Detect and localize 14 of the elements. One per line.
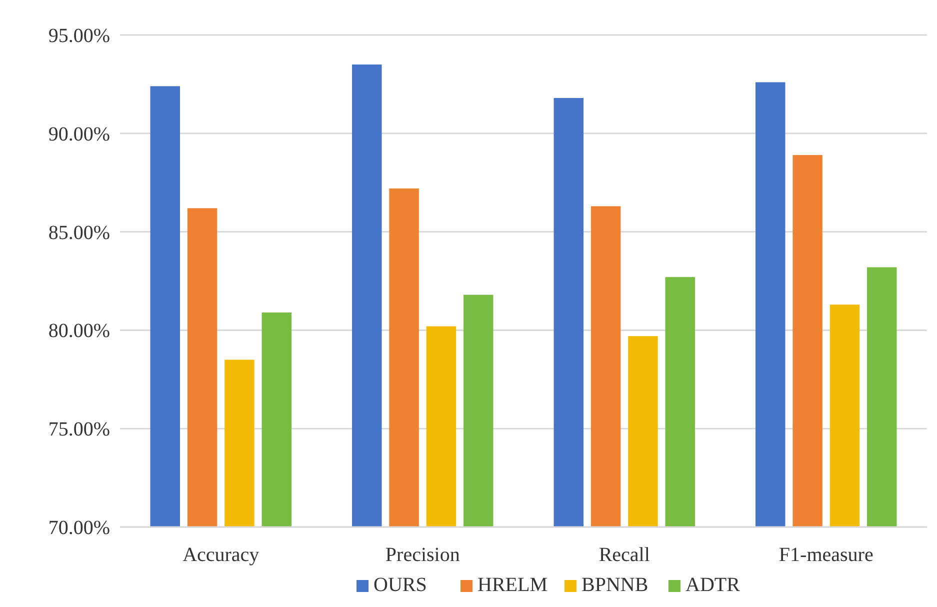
y-tick-label: 80.00% — [48, 320, 110, 342]
x-tick-label: Recall — [598, 544, 650, 566]
y-tick-label: 95.00% — [48, 25, 110, 47]
x-tick-label: Accuracy — [182, 544, 260, 566]
y-tick-label: 90.00% — [48, 123, 110, 146]
x-tick-label: F1-measure — [778, 544, 874, 566]
legend-label: ADTR — [686, 574, 741, 596]
y-tick-label: 85.00% — [48, 222, 110, 244]
y-tick-label: 75.00% — [48, 418, 110, 441]
legend-label: HRELM — [478, 574, 548, 596]
legend-label: OURS — [374, 574, 427, 596]
x-tick-label: Precision — [385, 544, 460, 566]
legend-label: BPNNB — [582, 574, 648, 596]
y-tick-label: 70.00% — [48, 517, 110, 539]
